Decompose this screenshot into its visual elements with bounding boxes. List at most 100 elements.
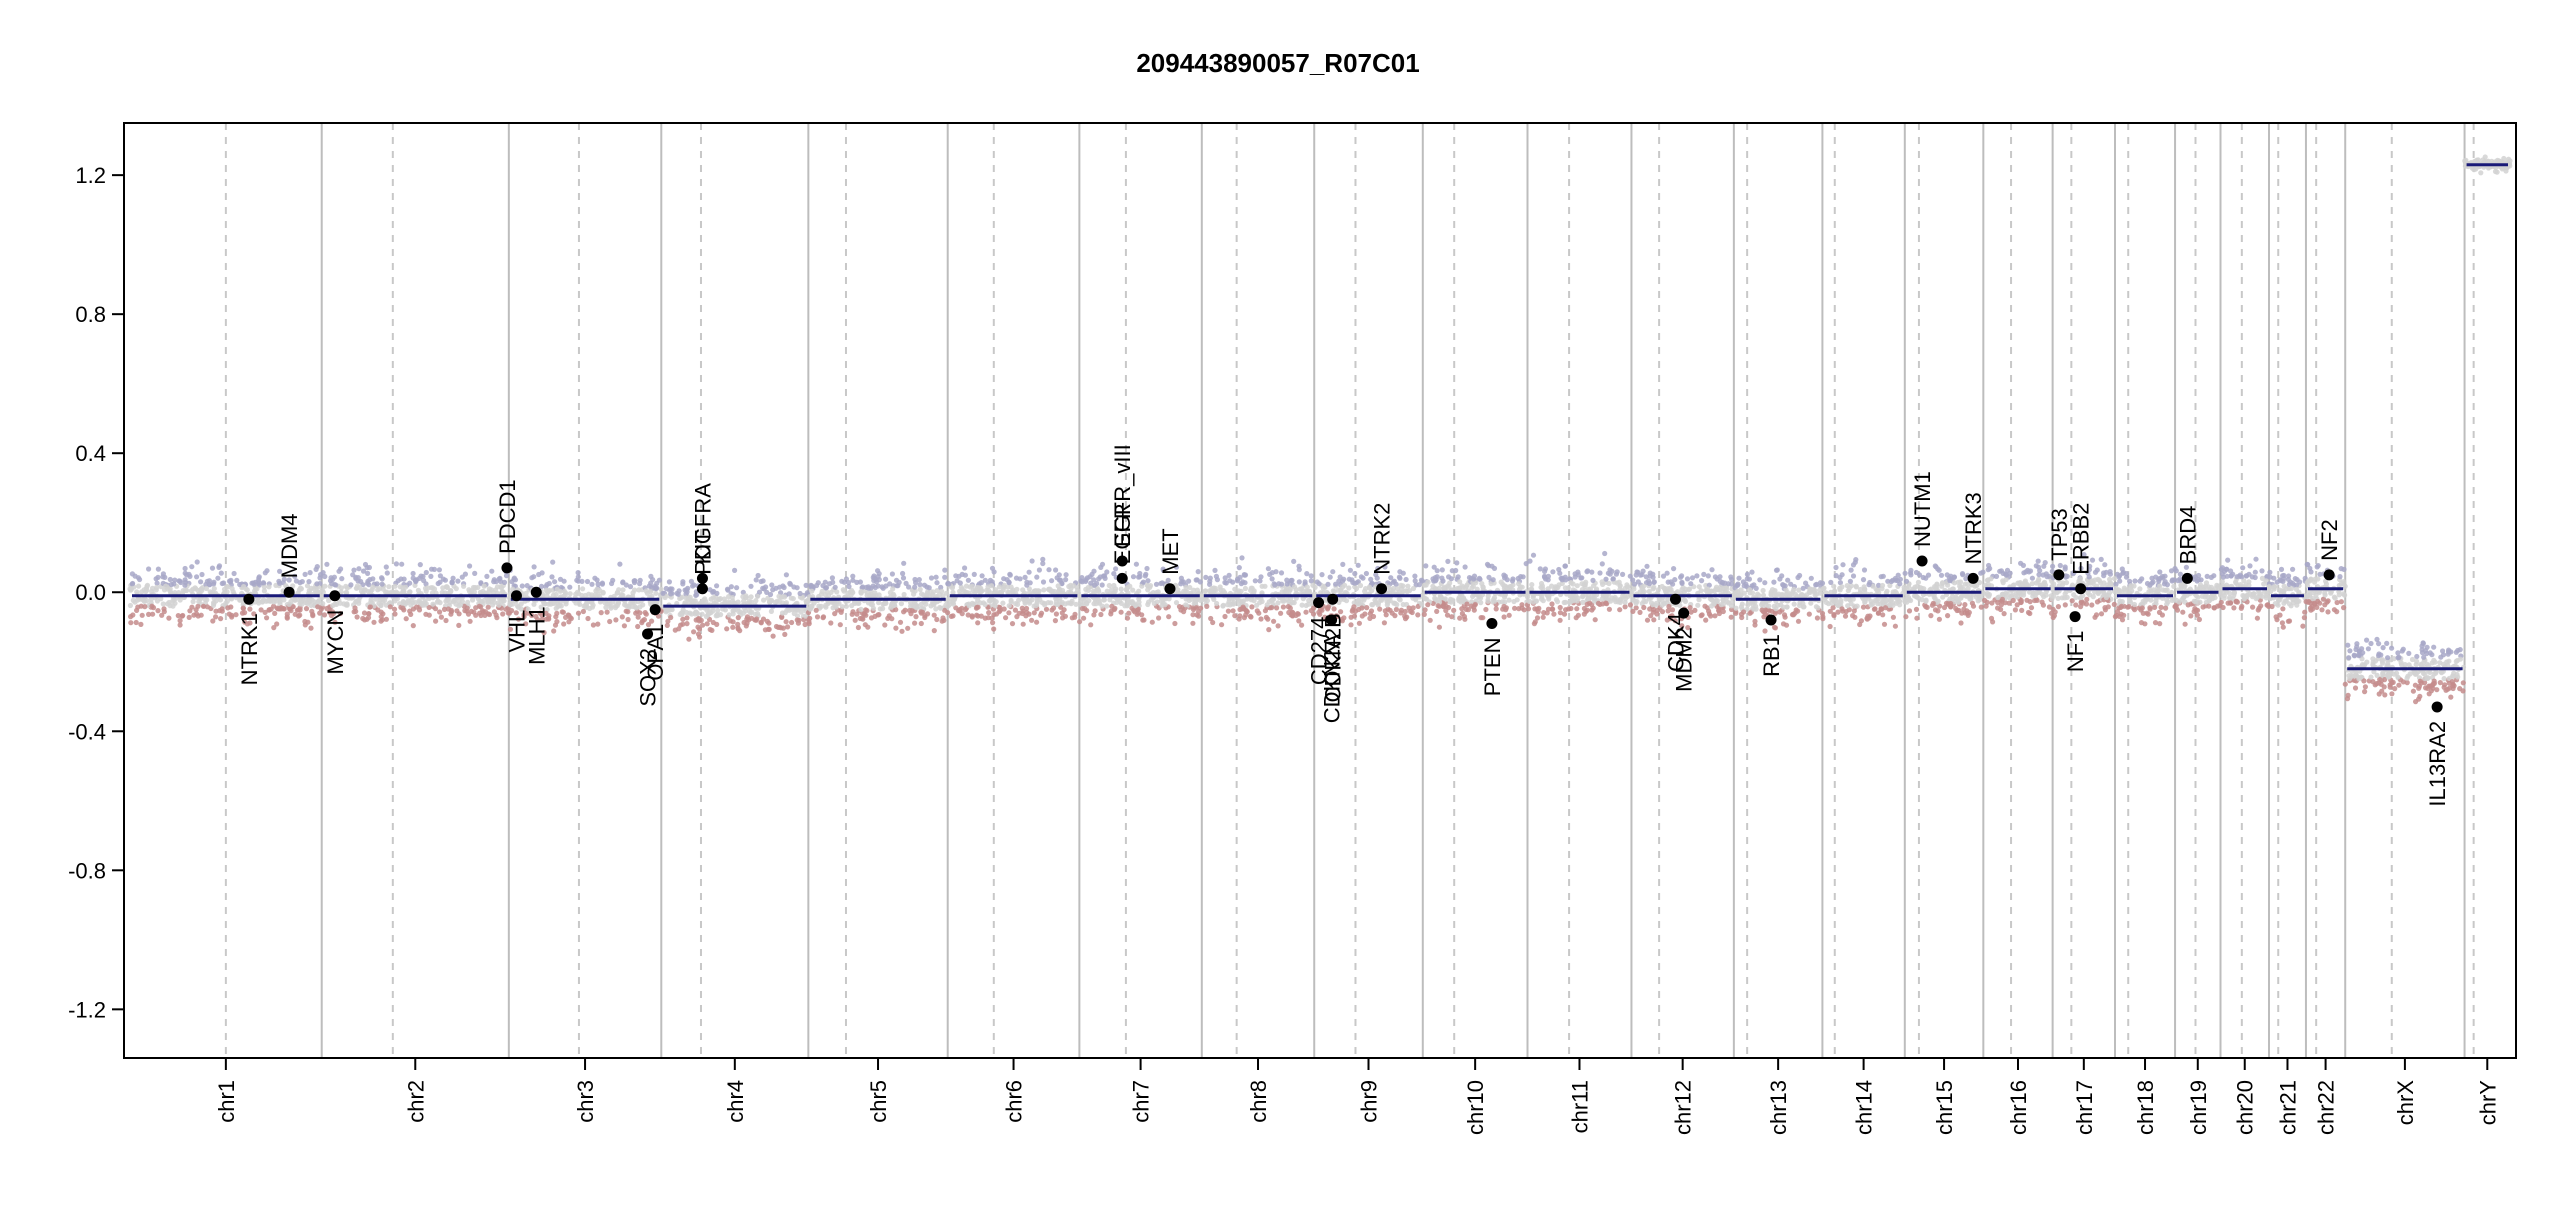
probe-point (2139, 620, 2144, 625)
probe-point (1086, 585, 1091, 590)
probe-point (1325, 605, 1330, 610)
probe-point (745, 614, 750, 619)
probe-point (1527, 559, 1532, 564)
probe-point (2063, 602, 2068, 607)
probe-point (2078, 576, 2083, 581)
probe-point (1702, 604, 1707, 609)
probe-point (324, 562, 329, 567)
probe-point (807, 621, 812, 626)
probe-point (747, 599, 752, 604)
probe-point (1555, 599, 1560, 604)
probe-point (2101, 570, 2106, 575)
probe-point (379, 614, 384, 619)
probe-point (1543, 576, 1548, 581)
probe-point (1735, 582, 1740, 587)
probe-point (295, 608, 300, 613)
probe-point (437, 580, 442, 585)
probe-point (686, 637, 691, 642)
probe-point (1804, 592, 1809, 597)
probe-point (1917, 572, 1922, 577)
probe-point (1501, 604, 1506, 609)
probe-point (368, 599, 373, 604)
probe-point (462, 608, 467, 613)
probe-point (388, 604, 393, 609)
probe-point (1063, 577, 1068, 582)
probe-point (576, 574, 581, 579)
probe-point (1500, 582, 1505, 587)
probe-point (461, 584, 466, 589)
probe-point (498, 584, 503, 589)
probe-point (1833, 598, 1838, 603)
probe-point (2056, 596, 2061, 601)
probe-point (1491, 577, 1496, 582)
probe-point (137, 577, 142, 582)
probe-point (1145, 578, 1150, 583)
probe-point (1367, 585, 1372, 590)
probe-point (532, 564, 537, 569)
probe-point (730, 595, 735, 600)
probe-point (2188, 613, 2193, 618)
probe-point (1423, 607, 1428, 612)
probe-point (1984, 604, 1989, 609)
probe-point (2113, 614, 2118, 619)
probe-point (568, 591, 573, 596)
probe-point (567, 585, 572, 590)
probe-point (1010, 621, 1015, 626)
probe-point (624, 582, 629, 587)
probe-point (993, 603, 998, 608)
probe-point (883, 577, 888, 582)
probe-point (1837, 575, 1842, 580)
probe-point (1190, 621, 1195, 626)
probe-point (309, 586, 314, 591)
probe-point (1761, 588, 1766, 593)
probe-point (315, 604, 320, 609)
probe-point (2116, 574, 2121, 579)
probe-point (1081, 616, 1086, 621)
probe-point (1006, 580, 1011, 585)
probe-point (1437, 625, 1442, 630)
probe-point (1958, 620, 1963, 625)
probe-point (690, 583, 695, 588)
probe-point (2051, 607, 2056, 612)
probe-point (1222, 614, 1227, 619)
probe-point (1828, 609, 1833, 614)
probe-point (1557, 571, 1562, 576)
probe-point (2121, 613, 2126, 618)
probe-point (1666, 608, 1671, 613)
probe-point (1305, 585, 1310, 590)
probe-point (1988, 576, 1993, 581)
probe-point (1284, 578, 1289, 583)
probe-point (272, 611, 277, 616)
probe-point (624, 603, 629, 608)
probe-point (1466, 607, 1471, 612)
probe-point (1449, 614, 1454, 619)
probe-point (2027, 611, 2032, 616)
probe-point (2036, 579, 2041, 584)
probe-point (766, 621, 771, 626)
probe-point (2099, 611, 2104, 616)
probe-point (1651, 585, 1656, 590)
probe-point (2089, 602, 2094, 607)
probe-point (1807, 612, 1812, 617)
probe-point (1803, 581, 1808, 586)
probe-point (281, 597, 286, 602)
probe-point (1274, 605, 1279, 610)
probe-point (1243, 586, 1248, 591)
probe-point (1549, 601, 1554, 606)
probe-point (872, 590, 877, 595)
probe-point (1869, 602, 1874, 607)
probe-point (1457, 586, 1462, 591)
probe-point (183, 588, 188, 593)
probe-point (1398, 597, 1403, 602)
probe-point (1689, 610, 1694, 615)
probe-point (1291, 559, 1296, 564)
probe-point (1585, 608, 1590, 613)
probe-point (828, 620, 833, 625)
probe-point (1526, 606, 1531, 611)
probe-point (1271, 619, 1276, 624)
probe-point (2028, 599, 2033, 604)
probe-point (1773, 606, 1778, 611)
probe-point (1242, 573, 1247, 578)
probe-point (907, 608, 912, 613)
